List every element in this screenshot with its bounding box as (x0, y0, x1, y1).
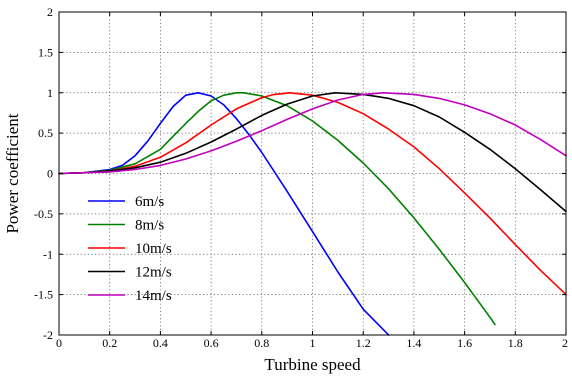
y-tick-label: 1 (47, 86, 53, 100)
legend-label: 14m/s (135, 288, 172, 304)
legend-label: 6m/s (135, 194, 164, 210)
x-tick-label: 1.8 (508, 336, 523, 350)
x-tick-label: 1.4 (406, 336, 421, 350)
legend-label: 12m/s (135, 265, 172, 281)
y-tick-label: 0 (47, 167, 53, 181)
y-tick-label: -1 (43, 247, 53, 261)
series-line-6ms (58, 92, 390, 336)
series-line-8ms (58, 92, 496, 326)
legend-label: 8m/s (135, 218, 164, 234)
x-tick-label: 1 (310, 336, 316, 350)
y-tick-label: 2 (47, 5, 53, 19)
series-layer (58, 92, 567, 336)
x-tick-label: 0 (56, 336, 62, 350)
y-axis-label: Power coefficient (3, 113, 22, 233)
x-tick-label: 0.8 (254, 336, 269, 350)
y-tick-label: -2 (43, 328, 53, 342)
series-line-10ms (58, 92, 567, 296)
axes-layer: 0 0.2 0.4 0.6 0.8 1 1.2 1.4 1.6 1.8 2 -2 -1.5 -1 -0.5 0… (34, 5, 568, 350)
x-tick-label: 1.6 (457, 336, 472, 350)
y-tick-label: 1.5 (38, 45, 53, 59)
y-tick-label: 0.5 (38, 126, 53, 140)
grid-layer (59, 12, 566, 335)
x-tick-label: 0.2 (102, 336, 117, 350)
y-tick-label: -0.5 (34, 207, 53, 221)
x-axis-label: Turbine speed (264, 355, 361, 374)
legend-label: 10m/s (135, 241, 172, 257)
x-tick-label: 2 (562, 336, 568, 350)
x-tick-label: 0.4 (153, 336, 168, 350)
series-line-12ms (58, 92, 567, 213)
x-tick-label: 1.2 (356, 336, 371, 350)
legend: 6m/s 8m/s 10m/s 12m/s 14m/s (88, 194, 172, 304)
x-tick-label: 0.6 (204, 336, 219, 350)
y-tick-label: -1.5 (34, 288, 53, 302)
series-line-14ms (58, 92, 567, 175)
